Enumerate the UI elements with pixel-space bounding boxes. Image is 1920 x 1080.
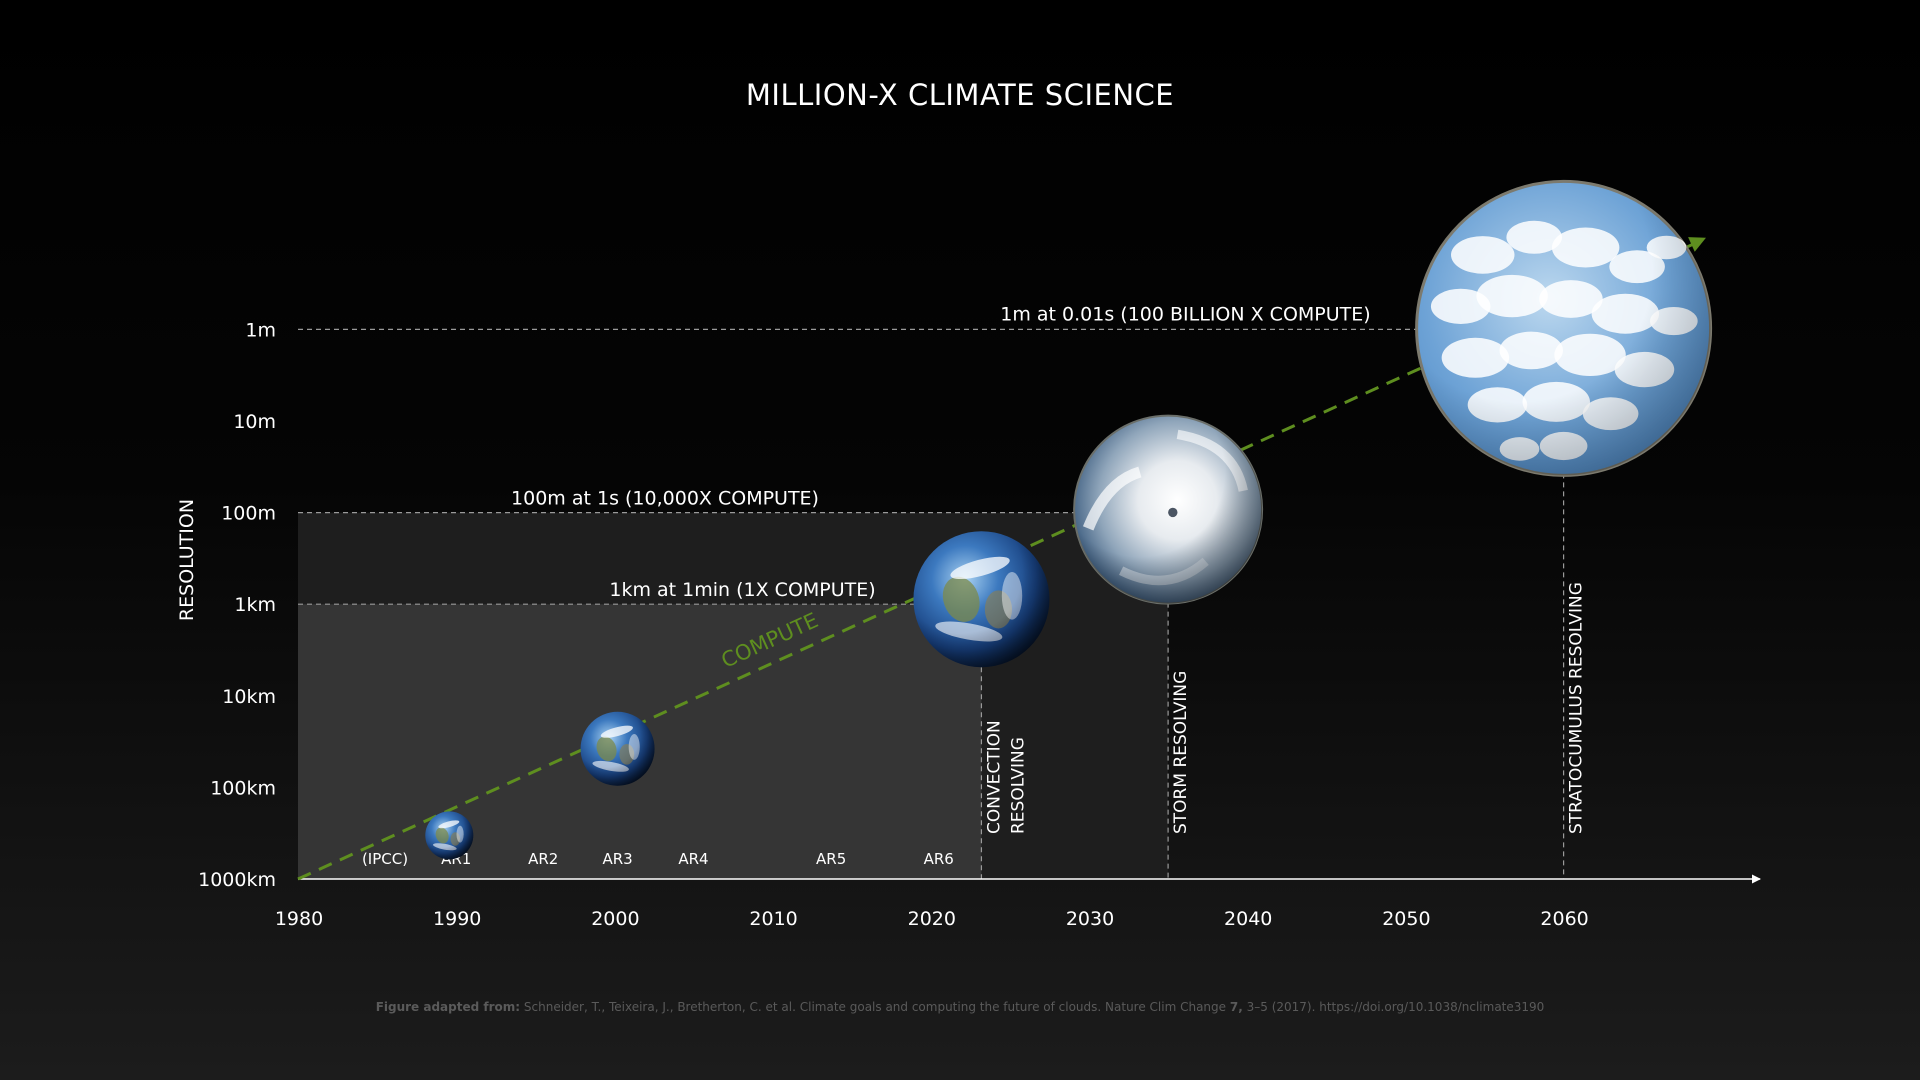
x-axis-arrow [1752,874,1761,884]
regime-label: STRATOCUMULUS RESOLVING [1567,582,1587,834]
citation-tail: 3–5 (2017). https://doi.org/10.1038/ncli… [1246,1000,1545,1014]
compute-trend-arrow [1688,237,1706,252]
x-tick-label: 2040 [1224,908,1272,930]
earth-1990-bubble [425,811,474,860]
earth-shade [425,811,474,860]
earth-shade [913,531,1050,668]
report-label: AR2 [528,850,558,868]
y-tick-label: 100m [221,503,276,525]
earth-2023-bubble [913,531,1050,668]
clouds-bubble [1415,179,1713,477]
y-tick-label: 10m [233,411,276,433]
x-tick-label: 2000 [591,908,639,930]
report-label: AR3 [602,850,632,868]
x-tick-label: 2060 [1540,908,1588,930]
chart-title: MILLION-X CLIMATE SCIENCE [745,78,1175,112]
y-tick-label: 1km [234,594,276,616]
report-label: AR6 [924,850,954,868]
x-tick-label: 2020 [908,908,956,930]
hurricane-bubble [1073,414,1264,605]
earth-2000-bubble [580,711,655,786]
y-tick-label: 1m [245,319,276,341]
clouds-shade [1416,181,1711,476]
x-tick-label: 2030 [1066,908,1114,930]
level-label: 1m at 0.01s (100 BILLION X COMPUTE) [1000,303,1370,325]
earth-shade [580,711,655,786]
report-label: AR4 [678,850,708,868]
y-tick-label: 10km [222,686,276,708]
regime-label: CONVECTION [984,720,1004,834]
y-tick-label: 100km [210,777,276,799]
storm-shade [1074,415,1263,604]
level-label: 1km at 1min (1X COMPUTE) [609,579,875,601]
citation-prefix: Figure adapted from: [375,1000,521,1014]
citation: Figure adapted from: Schneider, T., Teix… [0,1000,1920,1014]
y-axis-label: RESOLUTION [176,499,198,621]
x-tick-label: 1980 [275,908,323,930]
x-tick-label: 2010 [749,908,797,930]
x-tick-label: 2050 [1382,908,1430,930]
report-label: (IPCC) [362,850,408,868]
citation-text: Schneider, T., Teixeira, J., Bretherton,… [523,1000,1227,1014]
citation-volume: 7, [1229,1000,1243,1014]
regime-label: STORM RESOLVING [1171,671,1191,834]
regime-label: RESOLVING [1008,737,1028,834]
x-tick-label: 1990 [433,908,481,930]
y-tick-label: 1000km [198,869,276,891]
level-label: 100m at 1s (10,000X COMPUTE) [511,488,819,510]
report-label: AR5 [816,850,846,868]
